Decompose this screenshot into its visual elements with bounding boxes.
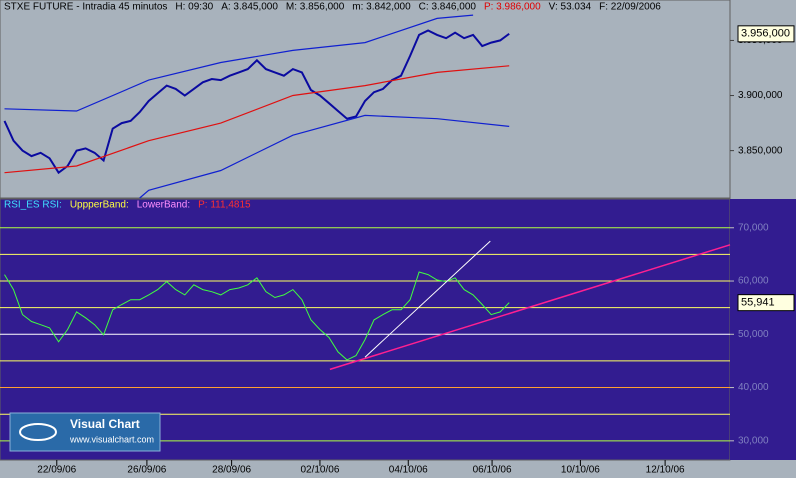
last-value-box xyxy=(737,294,795,312)
header-item: A: 3.845,000 xyxy=(221,2,278,13)
x-tick-label: 28/09/06 xyxy=(212,465,251,476)
last-value-box xyxy=(737,25,795,43)
watermark-url: www.visualchart.com xyxy=(69,434,154,444)
header-item: C: 3.846,000 xyxy=(419,2,477,13)
series-line xyxy=(139,114,510,199)
y-tick-label: 40,000 xyxy=(738,382,769,393)
header-item: P: 3.986,000 xyxy=(484,2,541,13)
header-item: V: 53.034 xyxy=(549,2,592,13)
x-tick-label: 22/09/06 xyxy=(37,465,76,476)
header-item: UppperBand: xyxy=(70,200,129,211)
y-tick-label: 50,000 xyxy=(738,329,769,340)
header-item: LowerBand: xyxy=(137,200,190,211)
watermark: Visual Chart www.visualchart.com xyxy=(9,412,161,452)
series-line xyxy=(4,271,510,361)
x-tick-label: 04/10/06 xyxy=(389,465,428,476)
series-line xyxy=(4,65,510,174)
x-tick-label: 26/09/06 xyxy=(127,465,166,476)
watermark-box xyxy=(9,412,161,452)
y-tick-label: 3.900,000 xyxy=(738,90,783,101)
price-panel xyxy=(0,0,731,199)
y-tick-label: 70,000 xyxy=(738,222,769,233)
header-item: P: 111,4815 xyxy=(198,200,251,211)
header-item: M: 3.856,000 xyxy=(286,2,345,13)
y-tick-label: 30,000 xyxy=(738,435,769,446)
y-tick-label: 3.850,000 xyxy=(738,145,783,156)
header-item: m: 3.842,000 xyxy=(352,2,411,13)
x-tick-label: 10/10/06 xyxy=(561,465,600,476)
x-tick-label: 06/10/06 xyxy=(473,465,512,476)
last-value-label: 3.956,000 xyxy=(741,28,790,40)
series-line xyxy=(4,14,474,112)
series-line xyxy=(3,29,510,175)
header-item: RSI_ES RSI: xyxy=(4,200,62,211)
series-line xyxy=(329,244,731,371)
series-line xyxy=(364,240,491,358)
watermark-title: Visual Chart xyxy=(70,417,140,431)
y-tick-label: 60,000 xyxy=(738,276,769,287)
x-tick-label: 12/10/06 xyxy=(646,465,685,476)
header-item: H: 09:30 xyxy=(175,2,213,13)
chart-title: STXE FUTURE - Intradia 45 minutos xyxy=(4,2,167,13)
last-value-label: 55,941 xyxy=(741,297,775,309)
x-tick-label: 02/10/06 xyxy=(300,465,339,476)
rsi-axis-area xyxy=(730,199,796,460)
watermark-logo xyxy=(19,423,57,441)
header-item: F: 22/09/2006 xyxy=(599,2,661,13)
